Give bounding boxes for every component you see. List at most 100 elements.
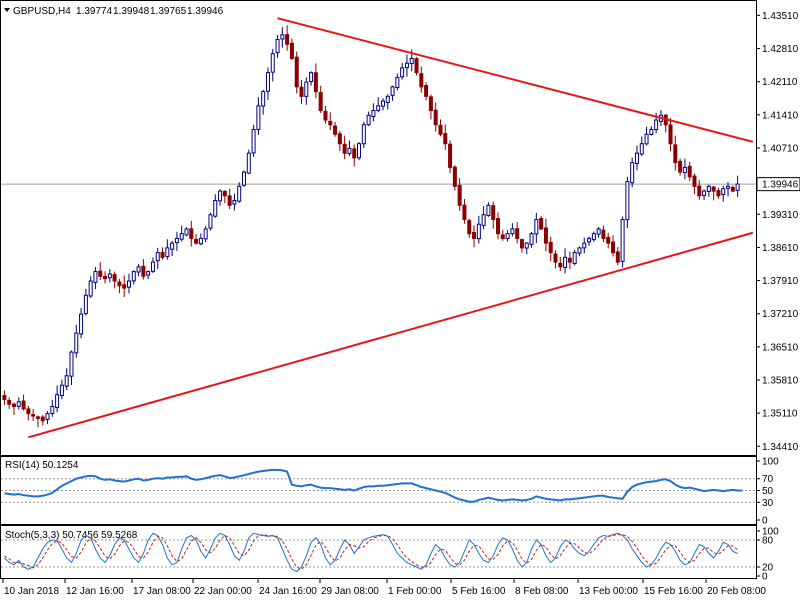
candle <box>472 225 477 248</box>
candle-body <box>634 152 639 164</box>
candle <box>256 97 261 135</box>
candle-body <box>40 416 45 422</box>
candle-body <box>309 72 314 83</box>
candle-body <box>232 200 237 205</box>
price-panel-frame <box>0 0 757 456</box>
candle-body <box>333 125 338 135</box>
stoch-levels <box>1 539 756 568</box>
candle-body <box>160 251 165 258</box>
candle <box>620 216 625 268</box>
rsi-tick-label: 30 <box>762 498 774 509</box>
candle-body <box>323 110 328 121</box>
candle <box>198 233 203 246</box>
current-price-tag: 1.39946 <box>756 177 800 192</box>
candle <box>644 126 649 146</box>
candle-body <box>543 227 548 244</box>
candle <box>534 212 539 244</box>
candle-body <box>390 86 395 96</box>
candle-body <box>328 120 333 126</box>
rsi-line <box>4 468 743 503</box>
candle-body <box>404 62 409 69</box>
candle <box>548 236 553 262</box>
candle-body <box>510 228 515 235</box>
candle <box>184 227 189 237</box>
stoch-signal-line <box>4 534 738 570</box>
candle <box>141 259 146 280</box>
candle <box>318 85 323 113</box>
candle-body <box>242 171 247 186</box>
candle-body <box>366 114 371 126</box>
candle <box>716 187 721 199</box>
candle-body <box>371 110 376 118</box>
candle <box>572 249 577 266</box>
candle-body <box>7 400 12 405</box>
candle-body <box>299 86 304 97</box>
trendline-upper[interactable] <box>277 17 754 143</box>
candle <box>486 202 491 217</box>
candle-body <box>644 133 649 145</box>
candle <box>98 262 103 281</box>
candle-body <box>702 190 707 196</box>
price-tick-label: 1.36510 <box>762 342 799 353</box>
candle-body <box>625 181 630 221</box>
candle <box>577 246 582 257</box>
candle-body <box>591 233 596 241</box>
candle-body <box>16 401 21 407</box>
candle <box>112 271 117 289</box>
candle <box>208 212 213 231</box>
candle <box>103 271 108 284</box>
candle-body <box>126 280 131 288</box>
candle-body <box>673 144 678 164</box>
candle <box>2 390 7 406</box>
candle <box>213 194 218 218</box>
candle <box>639 136 644 156</box>
time-tick-label: 29 Jan 08:00 <box>321 586 379 597</box>
candle-body <box>59 384 64 396</box>
candle-body <box>452 166 457 187</box>
time-axis: 10 Jan 2018 12 Jan 16:00 17 Jan 08:00 22 Ja… <box>2 579 766 597</box>
candle-body <box>88 280 93 297</box>
candle-body <box>256 105 261 130</box>
candle <box>26 405 31 421</box>
candle <box>582 237 587 254</box>
candle <box>366 111 371 126</box>
candle <box>323 105 328 124</box>
candle <box>457 178 462 211</box>
candle-body <box>251 128 256 154</box>
candle-body <box>265 72 270 92</box>
candle-body <box>615 251 620 263</box>
candle <box>433 102 438 132</box>
time-tick-label: 1 Feb 00:00 <box>388 586 442 597</box>
candle-body <box>649 128 654 136</box>
candle <box>591 231 596 242</box>
candle-body <box>654 119 659 131</box>
candle <box>634 145 639 171</box>
candle-body <box>189 228 194 239</box>
candle <box>615 247 620 266</box>
candle-body <box>357 143 362 159</box>
candle-body <box>548 241 553 254</box>
candle <box>385 94 390 110</box>
candle <box>328 112 333 131</box>
candle-body <box>476 223 481 240</box>
trendline-lower[interactable] <box>28 231 754 439</box>
candle-body <box>438 124 443 135</box>
candle-body <box>395 76 400 89</box>
candle <box>668 118 673 152</box>
candle-body <box>93 271 98 283</box>
candle-body <box>64 375 69 387</box>
candle-body <box>524 242 529 249</box>
chart-menu-triangle-icon[interactable] <box>4 8 10 12</box>
candle <box>126 273 131 294</box>
candle-body <box>567 257 572 263</box>
candle-body <box>563 256 568 268</box>
candle <box>419 66 424 93</box>
time-tick-label: 20 Feb 08:00 <box>707 586 766 597</box>
chart-header-close: 1.39946 <box>187 6 224 17</box>
candle-body <box>448 143 453 168</box>
candle-body <box>462 204 467 220</box>
candle-body <box>131 271 136 282</box>
candle-body <box>275 39 280 54</box>
candle <box>45 411 50 424</box>
